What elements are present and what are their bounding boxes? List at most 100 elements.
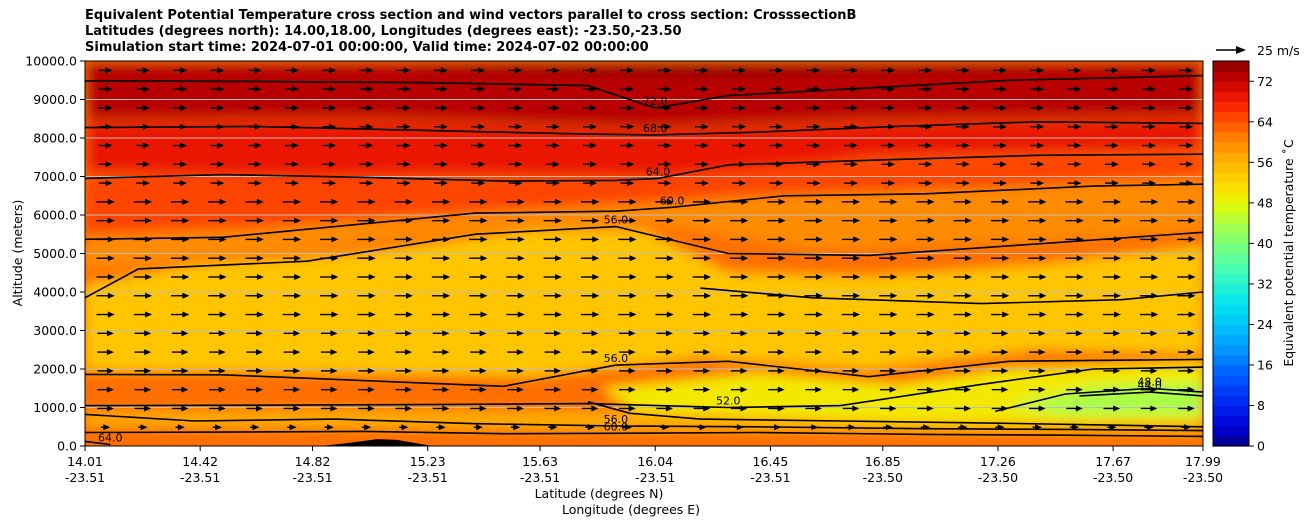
wind-vector-head <box>554 349 562 356</box>
wind-vector-head <box>1187 367 1195 374</box>
wind-vector-head <box>1037 67 1045 74</box>
wind-vector-head <box>813 104 821 111</box>
wind-vector-head <box>480 236 488 243</box>
wind-vector-head <box>256 405 263 412</box>
wind-vector-head <box>850 142 858 149</box>
wind-vector-head <box>1074 180 1082 187</box>
wind-vector-head <box>478 86 486 93</box>
wind-vector-head <box>776 142 784 149</box>
colorbar-segment <box>1213 324 1249 336</box>
wind-vector-head <box>1149 180 1157 187</box>
wind-vector-head <box>1150 367 1158 374</box>
colorbar-segment <box>1213 212 1249 224</box>
wind-vector-head <box>926 349 934 356</box>
wind-vector-head <box>1149 161 1157 168</box>
wind-vector-head <box>701 67 709 74</box>
wind-vector-head <box>925 123 933 130</box>
colorbar-tick-label: 8 <box>1257 398 1265 413</box>
wind-vector-head <box>554 367 562 374</box>
wind-vector-head <box>926 405 934 412</box>
contour-line <box>85 366 1203 409</box>
wind-vector-head <box>1188 273 1196 280</box>
wind-vector-head <box>962 104 970 111</box>
wind-vector-head <box>739 180 747 187</box>
wind-vector-head <box>925 142 933 149</box>
wind-vector-head <box>850 161 858 168</box>
wind-vector-head <box>848 424 856 431</box>
colorbar-segment <box>1213 71 1249 82</box>
wind-vector-head <box>405 198 413 205</box>
y-axis: 0.0 1000.0 2000.0 3000.0 4000.0 5000.0 6000.0 7… <box>25 54 85 454</box>
wind-vector-head <box>739 86 747 93</box>
wind-vector-head <box>889 367 897 374</box>
wind-vector-head <box>330 367 338 374</box>
wind-vector-head <box>517 236 525 243</box>
colorbar-frame <box>1212 60 1250 447</box>
wind-vector-head <box>778 273 786 280</box>
wind-vector-head <box>741 255 749 262</box>
wind-vector-head <box>366 180 374 187</box>
wind-vector-head <box>815 292 823 299</box>
colorbar-segment <box>1213 334 1249 346</box>
wind-vector-head <box>1149 67 1157 74</box>
colorbar-segment <box>1213 81 1249 92</box>
wind-vector-head <box>368 217 376 224</box>
wind-vector-head <box>479 405 487 412</box>
wind-vector-head <box>554 330 562 337</box>
wind-vector-head <box>515 67 523 74</box>
wind-vector-head <box>142 161 150 168</box>
wind-vector-head <box>107 236 115 243</box>
wind-vector-head <box>405 330 413 337</box>
wind-vector-head <box>442 405 450 412</box>
wind-vector-head <box>291 142 299 149</box>
wind-vector-head <box>962 123 970 130</box>
wind-vector-head <box>592 255 600 262</box>
wind-vector-head <box>443 311 451 318</box>
wind-vector-head <box>701 161 709 168</box>
wind-vector-head <box>666 236 674 243</box>
wind-vector-head <box>107 255 115 262</box>
colorbar-segment <box>1213 415 1249 427</box>
wind-vector-head <box>254 142 262 149</box>
wind-vector-head <box>219 273 227 280</box>
wind-vector-head <box>1151 217 1159 224</box>
wind-vector-head <box>106 330 114 337</box>
wind-vector-head <box>294 217 302 224</box>
wind-vector-head <box>590 180 598 187</box>
wind-vector-head <box>405 217 413 224</box>
wind-vector-head <box>1186 104 1194 111</box>
wind-vector-head <box>440 180 448 187</box>
wind-vector-head <box>219 217 227 224</box>
x-tick-label-lon: -23.50 <box>1183 470 1223 485</box>
x-tick-label-lon: -23.51 <box>65 470 105 485</box>
wind-vector-head <box>927 255 935 262</box>
wind-vector-head <box>701 142 709 149</box>
wind-vector-head <box>1188 255 1196 262</box>
colorbar-tick-label: 64 <box>1257 114 1273 129</box>
contour-label: 68.0 <box>643 122 668 135</box>
wind-vector-head <box>367 330 375 337</box>
wind-vector-head <box>1075 349 1083 356</box>
wind-vector-head <box>591 330 599 337</box>
wind-vector-head <box>218 367 226 374</box>
wind-vector-head <box>811 424 819 431</box>
wind-vector-head <box>1039 236 1047 243</box>
wind-vector-head <box>739 142 747 149</box>
wind-vector-head <box>591 386 599 393</box>
wind-vector-head <box>182 217 190 224</box>
wind-vector-head <box>776 123 784 130</box>
x-tick-label-lat: 16.45 <box>753 454 789 469</box>
colorbar-segment <box>1213 405 1249 417</box>
wind-vector-head <box>294 236 302 243</box>
wind-vector-head <box>704 255 712 262</box>
wind-vector-head <box>704 311 712 318</box>
wind-vector-head <box>513 424 521 431</box>
temperature-band <box>85 178 1203 269</box>
wind-vector-head <box>925 161 933 168</box>
wind-vector-head <box>1187 330 1195 337</box>
wind-vector-head <box>180 161 188 168</box>
wind-vector-head <box>815 405 822 412</box>
y-tick-label: 1000.0 <box>33 400 77 415</box>
wind-vector-head <box>331 198 339 205</box>
wind-vector-head <box>364 424 372 431</box>
